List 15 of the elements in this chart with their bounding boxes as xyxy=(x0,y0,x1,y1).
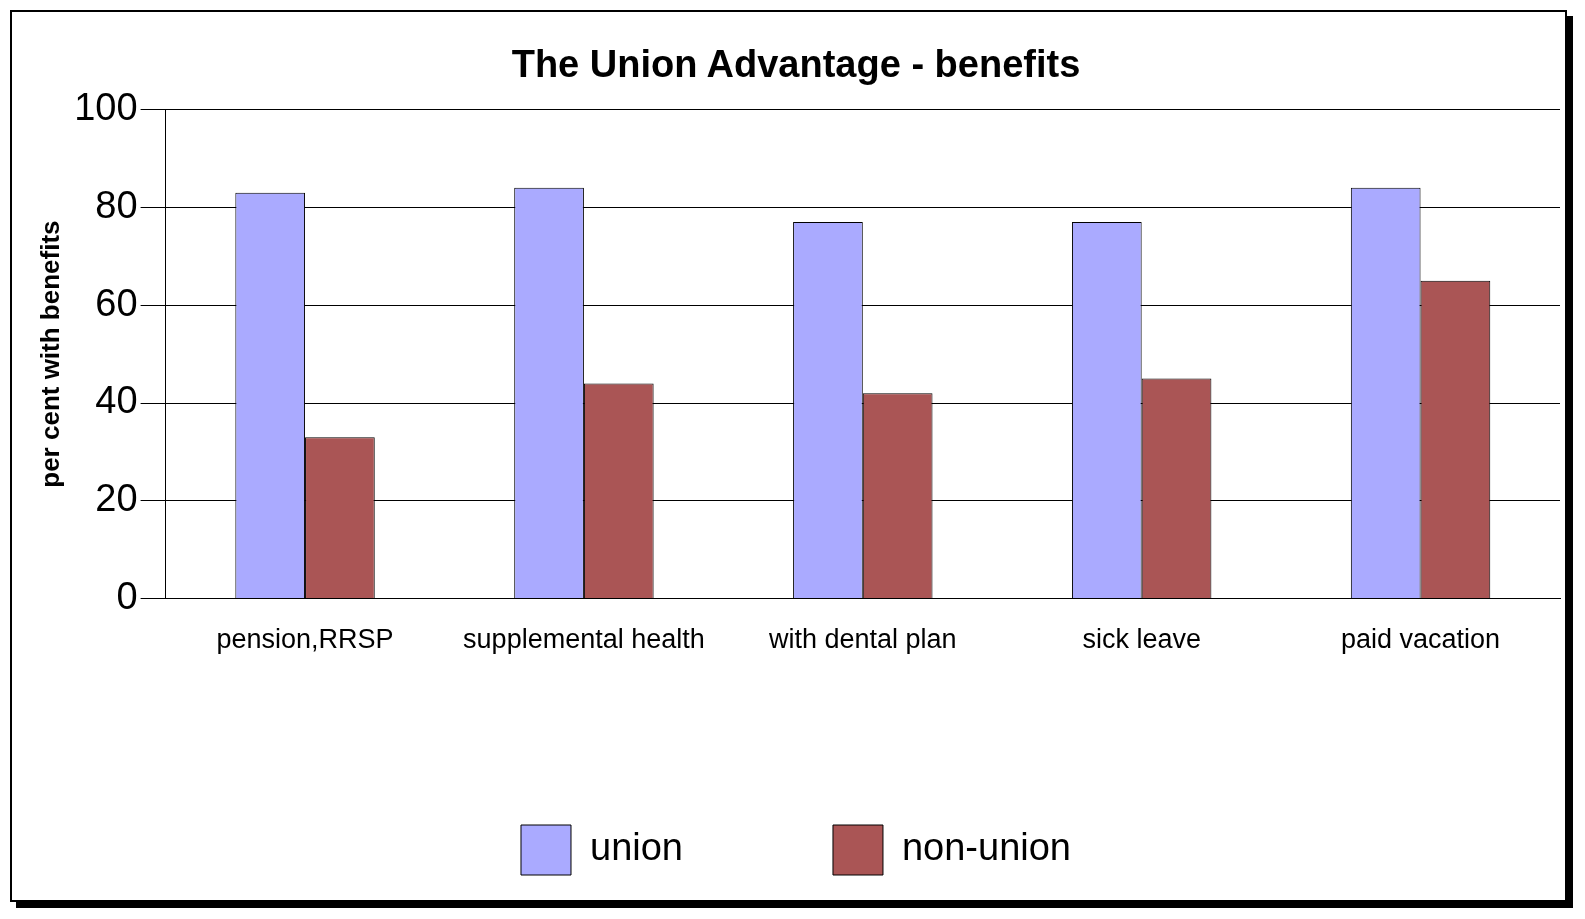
x-tick-label: supplemental health xyxy=(463,624,705,655)
y-tick-label: 0 xyxy=(116,575,138,618)
x-tick-label: paid vacation xyxy=(1341,624,1501,655)
y-tick-label: 80 xyxy=(95,183,138,226)
x-tick-label: pension,RRSP xyxy=(216,624,394,655)
y-axis-title: per cent with benefits xyxy=(34,220,65,488)
x-tick-label: sick leave xyxy=(1082,624,1201,655)
y-tick-label: 60 xyxy=(95,281,138,324)
x-tick-label: with dental plan xyxy=(767,624,957,655)
legend-label: non-union xyxy=(901,826,1072,869)
chart-title: The Union Advantage - benefits xyxy=(511,43,1081,86)
y-tick-label: 100 xyxy=(74,86,138,129)
y-tick-label: 20 xyxy=(95,477,138,520)
y-tick-label: 40 xyxy=(95,379,138,422)
legend-label: union xyxy=(589,826,683,869)
